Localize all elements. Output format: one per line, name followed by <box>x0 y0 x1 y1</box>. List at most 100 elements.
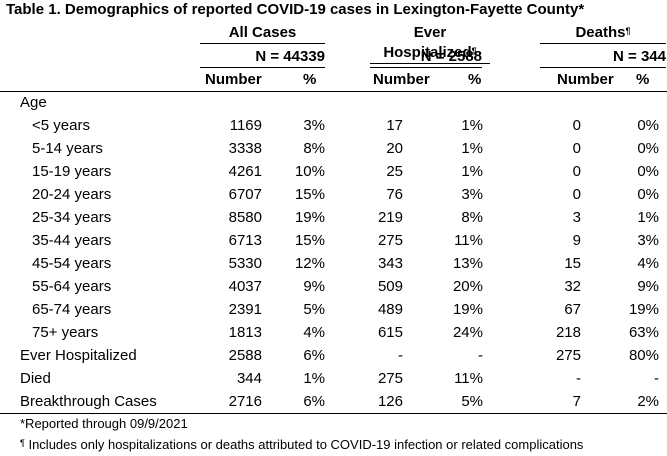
row-label: Ever Hospitalized <box>20 347 137 364</box>
cell-a-p: 6% <box>303 347 325 364</box>
cell-a-p: 4% <box>303 324 325 341</box>
cell-h-n: 275 <box>377 370 403 387</box>
cell-a-p: 5% <box>303 301 325 318</box>
cell-d-p: 19% <box>628 301 659 318</box>
cell-a-p: 15% <box>294 232 325 249</box>
table-row: Ever Hospitalized 2588 6% - - 275 80% <box>0 344 659 367</box>
cell-h-n: 509 <box>377 278 403 295</box>
n-value: N = 44339 <box>255 48 325 65</box>
table-title: Table 1. Demographics of reported COVID-… <box>6 1 585 18</box>
cell-d-n: 3 <box>572 209 581 226</box>
cell-d-n: 32 <box>564 278 581 295</box>
cell-a-n: 3338 <box>228 140 262 157</box>
cell-d-n: 67 <box>564 301 581 318</box>
n-ever-hospitalized: N = 2588 <box>370 47 482 68</box>
col-number-deaths: Number <box>557 71 614 88</box>
col-percent-hosp: % <box>468 71 482 88</box>
table-row: 20-24 years 6707 15% 76 3% 0 0% <box>0 183 659 206</box>
cell-d-p: 0% <box>637 163 659 180</box>
row-label: 65-74 years <box>32 301 112 318</box>
group-header-all-cases: All Cases <box>200 23 325 44</box>
cell-d-p: 63% <box>628 324 659 341</box>
cell-a-p: 3% <box>303 117 325 134</box>
cell-h-p: 8% <box>461 209 483 226</box>
cell-d-p: 4% <box>637 255 659 272</box>
cell-d-n: 9 <box>572 232 581 249</box>
section-row-age: Age <box>0 91 659 114</box>
cell-h-n: 76 <box>386 186 403 203</box>
row-label: 35-44 years <box>32 232 112 249</box>
cell-a-n: 6707 <box>228 186 262 203</box>
table-row: 45-54 years 5330 12% 343 13% 15 4% <box>0 252 659 275</box>
cell-h-p: 24% <box>452 324 483 341</box>
footnote-text: Includes only hospitalizations or deaths… <box>28 437 584 452</box>
cell-h-n: 219 <box>377 209 403 226</box>
cell-d-n: 7 <box>572 393 581 410</box>
footnote-mark: ¶ <box>20 438 25 448</box>
row-label: 20-24 years <box>32 186 112 203</box>
n-deaths: N = 344 <box>540 47 666 68</box>
cell-h-n: 489 <box>377 301 403 318</box>
row-label: 15-19 years <box>32 163 112 180</box>
demographics-table: Age <5 years 1169 3% 17 1% 0 0% 5-14 years 3338 8… <box>0 91 659 413</box>
cell-d-n: 0 <box>572 117 581 134</box>
cell-d-n: 0 <box>572 140 581 157</box>
cell-a-n: 4261 <box>228 163 262 180</box>
cell-h-p: 19% <box>452 301 483 318</box>
row-label: Breakthrough Cases <box>20 393 157 410</box>
cell-h-n: 25 <box>386 163 403 180</box>
table-row: 35-44 years 6713 15% 275 11% 9 3% <box>0 229 659 252</box>
cell-d-n: 15 <box>564 255 581 272</box>
cell-h-p: 20% <box>452 278 483 295</box>
cell-a-n: 4037 <box>228 278 262 295</box>
cell-h-p: 11% <box>454 370 483 387</box>
cell-a-n: 344 <box>236 370 262 387</box>
footer-rule <box>0 413 667 414</box>
col-number-all: Number <box>205 71 262 88</box>
header-rule <box>0 91 667 92</box>
cell-d-n: 0 <box>572 186 581 203</box>
cell-h-p: - <box>478 347 483 364</box>
cell-h-n: 17 <box>386 117 403 134</box>
group-label: Ever Hospitalized <box>383 24 472 61</box>
cell-a-p: 15% <box>294 186 325 203</box>
cell-a-p: 19% <box>294 209 325 226</box>
cell-a-p: 6% <box>303 393 325 410</box>
col-number-hosp: Number <box>373 71 430 88</box>
cell-a-n: 1169 <box>229 117 262 134</box>
footnote-mark: ¶ <box>471 46 477 56</box>
cell-a-n: 2716 <box>228 393 262 410</box>
cell-h-n: 615 <box>377 324 403 341</box>
table-row: 25-34 years 8580 19% 219 8% 3 1% <box>0 206 659 229</box>
cell-a-n: 5330 <box>228 255 262 272</box>
group-label: All Cases <box>228 24 297 41</box>
table-row: 65-74 years 2391 5% 489 19% 67 19% <box>0 298 659 321</box>
cell-d-p: 0% <box>637 140 659 157</box>
row-label: 45-54 years <box>32 255 112 272</box>
cell-a-p: 1% <box>303 370 325 387</box>
cell-d-p: 2% <box>637 393 659 410</box>
n-value: N = 2588 <box>420 48 482 65</box>
footnote-reported: *Reported through 09/9/2021 <box>20 416 188 431</box>
section-label: Age <box>20 94 47 111</box>
cell-a-p: 9% <box>303 278 325 295</box>
cell-a-n: 6713 <box>228 232 262 249</box>
table-body: Age <5 years 1169 3% 17 1% 0 0% 5-14 years 3338 8… <box>0 91 659 413</box>
row-label: 75+ years <box>32 324 99 341</box>
row-label: Died <box>20 370 51 387</box>
footnote-hospitalizations: ¶ Includes only hospitalizations or deat… <box>20 436 583 454</box>
group-header-ever-hospitalized: Ever Hospitalized¶ <box>370 23 490 64</box>
table-row: Breakthrough Cases 2716 6% 126 5% 7 2% <box>0 390 659 413</box>
cell-d-n: 218 <box>555 324 581 341</box>
cell-d-n: 275 <box>555 347 581 364</box>
cell-d-p: - <box>654 370 659 387</box>
cell-h-n: 275 <box>377 232 403 249</box>
cell-a-n: 8580 <box>228 209 262 226</box>
cell-h-n: 20 <box>386 140 403 157</box>
cell-h-p: 11% <box>454 232 483 249</box>
cell-h-p: 3% <box>461 186 483 203</box>
row-label: 5-14 years <box>32 140 103 157</box>
cell-d-p: 3% <box>637 232 659 249</box>
cell-h-p: 13% <box>452 255 483 272</box>
n-value: N = 344 <box>613 48 666 65</box>
